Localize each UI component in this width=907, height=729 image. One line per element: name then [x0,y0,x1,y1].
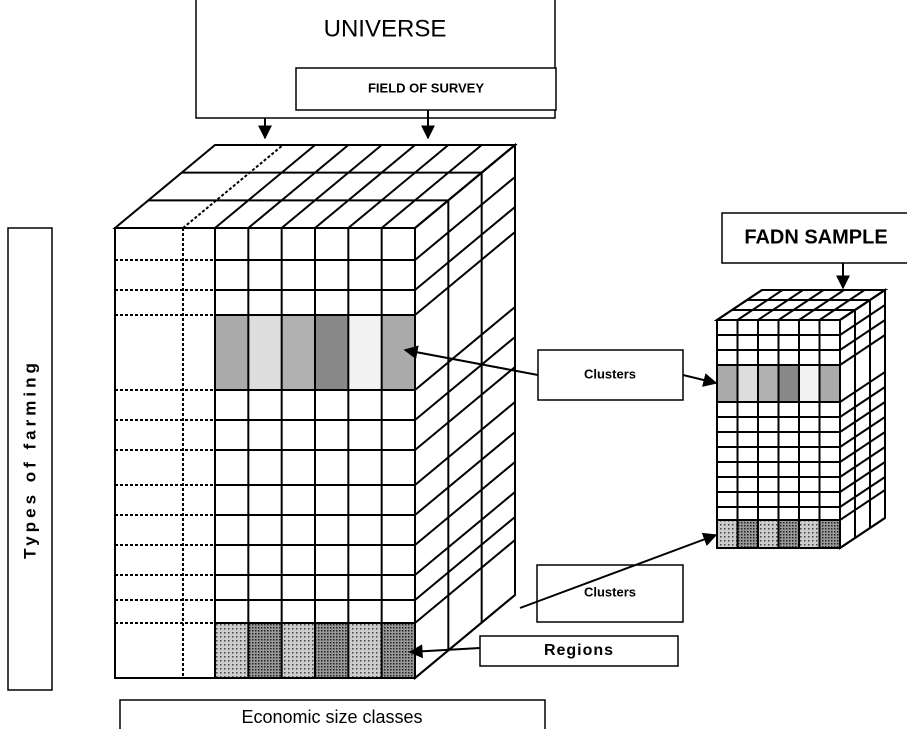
line [818,289,866,321]
region-cell [799,520,820,548]
horizontal-axis-label: Economic size classes [241,707,422,727]
cluster-cell [348,315,382,390]
line [281,144,383,229]
region-cell [315,623,349,678]
line [347,144,449,229]
region-cell [819,520,840,548]
cluster-cell [737,365,758,402]
region-cell [248,623,282,678]
vertical-axis-box [7,227,53,691]
line [247,144,349,229]
line [839,476,886,508]
cube-front [114,227,416,679]
cluster-cell [281,315,315,390]
line [414,176,516,261]
region-cell [281,623,315,678]
clusters-label: Clusters [584,584,636,599]
cube-side [414,142,516,681]
line [414,144,516,229]
universe-title: UNIVERSE [324,15,447,42]
universe-cube [112,142,518,681]
sample-label: FADN SAMPLE [744,226,887,248]
line [777,289,825,321]
cluster-cell [248,315,282,390]
sample-box [721,212,907,264]
region-cell [717,520,738,548]
line [414,431,516,516]
field-label: FIELD OF SURVEY [368,80,484,95]
regions-label: Regions [544,642,614,659]
line [182,144,284,229]
line [839,431,886,463]
line [414,206,516,291]
line [757,289,804,321]
arrow [403,345,539,376]
arrow [682,373,718,387]
line [716,289,763,321]
horizontal-axis-box [119,699,546,729]
cube-top [112,144,518,229]
region-cell [215,623,249,678]
sample-cube [713,288,889,550]
cluster-cell [799,365,820,402]
line [414,366,516,451]
arrow [519,532,718,609]
cube-side [839,288,886,550]
region-cell [778,520,799,548]
line [414,231,516,316]
line [839,289,886,321]
cluster-cell [758,365,779,402]
line [414,461,516,546]
line [414,539,516,624]
line [839,416,886,448]
line [414,401,516,486]
line [839,446,886,478]
vertical-axis-label: Types of farming [20,359,39,559]
line [414,491,516,576]
line [839,386,886,418]
line [414,336,516,421]
line [839,334,886,366]
line [839,304,886,336]
cluster-cell [315,315,349,390]
line [798,289,845,321]
region-cell [381,623,415,678]
line [381,144,483,229]
line [414,594,516,679]
cluster-cell [215,315,249,390]
line [414,306,516,391]
line [839,489,886,521]
line [839,517,886,549]
clusters-label: Clusters [584,366,636,381]
region-cell [758,520,779,548]
region-cell [348,623,382,678]
line [839,371,886,403]
field-box [295,67,557,111]
cluster-cell [819,365,840,402]
line [839,401,886,433]
regions-box [479,635,679,667]
line [736,289,784,321]
clusters-box [537,349,684,401]
line [839,461,886,493]
line [414,516,516,601]
arrow [408,644,481,659]
line [314,144,416,229]
line [214,144,316,229]
cluster-cell [381,315,415,390]
line [839,319,886,351]
cluster-cell [778,365,799,402]
region-cell [737,520,758,548]
cluster-cell [717,365,738,402]
